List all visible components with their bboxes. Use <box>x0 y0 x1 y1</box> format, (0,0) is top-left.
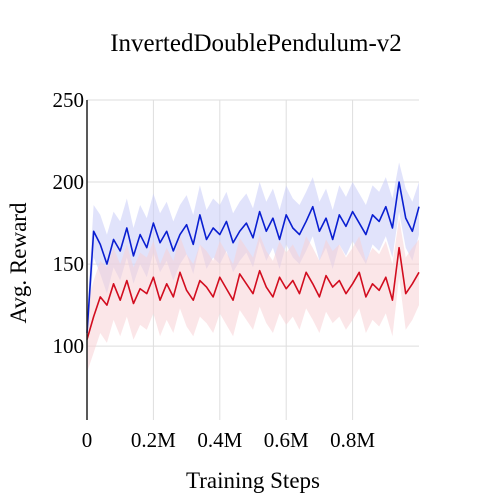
series-1-line <box>86 246 420 340</box>
x-tick-label-4: 0.8M <box>330 428 375 452</box>
y-axis-label: Avg. Reward <box>6 202 31 323</box>
y-tick-label-3: 250 <box>53 88 85 112</box>
x-tick-label-3: 0.6M <box>264 428 309 452</box>
y-tick-label-1: 150 <box>53 252 85 276</box>
series-0-band <box>87 162 419 350</box>
y-tick-label-0: 100 <box>53 334 85 358</box>
x-tick-label-0: 0 <box>82 428 93 452</box>
chart-title: InvertedDoublePendulum-v2 <box>110 30 402 57</box>
x-tick-label-2: 0.4M <box>197 428 242 452</box>
y-tick-label-2: 200 <box>53 170 85 194</box>
series-0-line <box>86 181 420 334</box>
series-lines <box>86 181 420 340</box>
x-tick-labels: 0 0.2M 0.4M 0.6M 0.8M <box>82 428 376 452</box>
confidence-bands <box>87 162 419 373</box>
y-tick-labels: 100 150 200 250 <box>53 88 85 358</box>
x-axis-label: Training Steps <box>186 468 320 493</box>
x-tick-label-1: 0.2M <box>131 428 176 452</box>
series-1-band <box>87 218 419 373</box>
